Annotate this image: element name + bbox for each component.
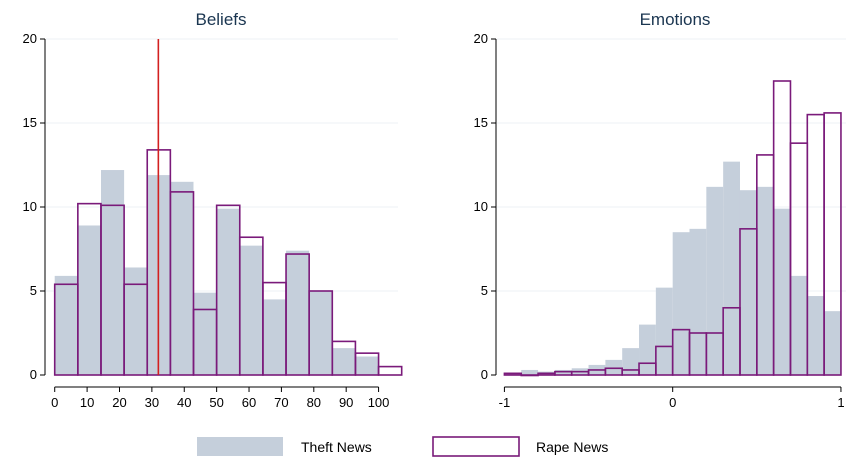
bar-theft-news (773, 208, 791, 375)
bar-theft-news (332, 348, 356, 375)
bar-rape-news (169, 191, 195, 376)
bar-rape-news (520, 374, 539, 377)
bar-theft-news (605, 359, 623, 375)
x-tick-label: 20 (112, 395, 126, 410)
legend-label-theft-news: Theft News (301, 439, 372, 455)
x-tick-label: 50 (209, 395, 223, 410)
y-tick-label: 15 (474, 115, 488, 130)
bar-theft-news (639, 324, 656, 375)
x-tick-label: 40 (177, 395, 191, 410)
y-tick-label: 20 (474, 31, 488, 46)
bar-theft-news (622, 348, 640, 375)
bar-theft-news (655, 287, 673, 375)
bar-rape-news (503, 372, 523, 376)
bar-theft-news (262, 299, 287, 375)
bar-rape-news (823, 112, 842, 376)
y-tick-label: 5 (30, 283, 37, 298)
bar-theft-news (807, 296, 825, 375)
x-tick-label: 0 (51, 395, 58, 410)
bar-theft-news (286, 250, 310, 375)
bar-theft-news (77, 225, 101, 375)
bar-rape-news (377, 365, 403, 376)
x-tick-label: 80 (307, 395, 321, 410)
bar-rape-news (354, 352, 380, 376)
legend: Theft News Rape News (197, 436, 608, 457)
y-tick-label: 5 (481, 283, 488, 298)
bar-theft-news (170, 181, 194, 375)
bar-theft-news (193, 292, 217, 375)
x-tick-label: 90 (339, 395, 353, 410)
x-tick-label: 0 (669, 395, 676, 410)
bar-theft-news (756, 186, 774, 375)
bar-theft-news (216, 208, 240, 375)
bar-theft-news (124, 267, 148, 375)
y-tick-label: 0 (30, 367, 37, 382)
x-tick-label: 1 (837, 395, 844, 410)
bar-theft-news (739, 190, 757, 375)
bar-theft-news (706, 186, 724, 375)
bar-theft-news (355, 356, 379, 375)
bar-theft-news (554, 369, 572, 375)
legend-label-rape-news: Rape News (536, 439, 608, 455)
bar-theft-news (824, 311, 841, 375)
beliefs-panel: 0 5 10 15 20 0 10 20 30 40 50 60 70 80 90 100 Beliefs (23, 10, 403, 410)
y-tick-label: 10 (23, 199, 37, 214)
x-tick-label: -1 (499, 395, 511, 410)
x-tick-label: 100 (368, 395, 390, 410)
bar-theft-news (54, 275, 78, 375)
y-tick-label: 20 (23, 31, 37, 46)
panel-title: Emotions (640, 10, 711, 29)
bar-theft-news (504, 373, 522, 375)
x-tick-label: 30 (145, 395, 159, 410)
bar-theft-news (309, 291, 333, 375)
y-tick-label: 0 (481, 367, 488, 382)
bar-theft-news (100, 170, 125, 375)
bar-theft-news (790, 275, 808, 375)
bar-theft-news (521, 369, 539, 375)
x-tick-label: 60 (242, 395, 256, 410)
legend-swatch-rape-news (432, 436, 520, 457)
bar-theft-news (239, 245, 263, 375)
legend-swatch-theft-news (197, 437, 283, 456)
x-tick-label: 10 (80, 395, 94, 410)
bar-rape-news (308, 290, 334, 376)
emotions-panel: 0 5 10 15 20 -1 0 1 Emotions (474, 10, 846, 410)
panel-title: Beliefs (195, 10, 246, 29)
bar-theft-news (723, 161, 740, 375)
bar-theft-news (672, 232, 690, 375)
y-tick-label: 10 (474, 199, 488, 214)
y-tick-label: 15 (23, 115, 37, 130)
bar-theft-news (689, 228, 707, 375)
x-tick-label: 70 (274, 395, 288, 410)
